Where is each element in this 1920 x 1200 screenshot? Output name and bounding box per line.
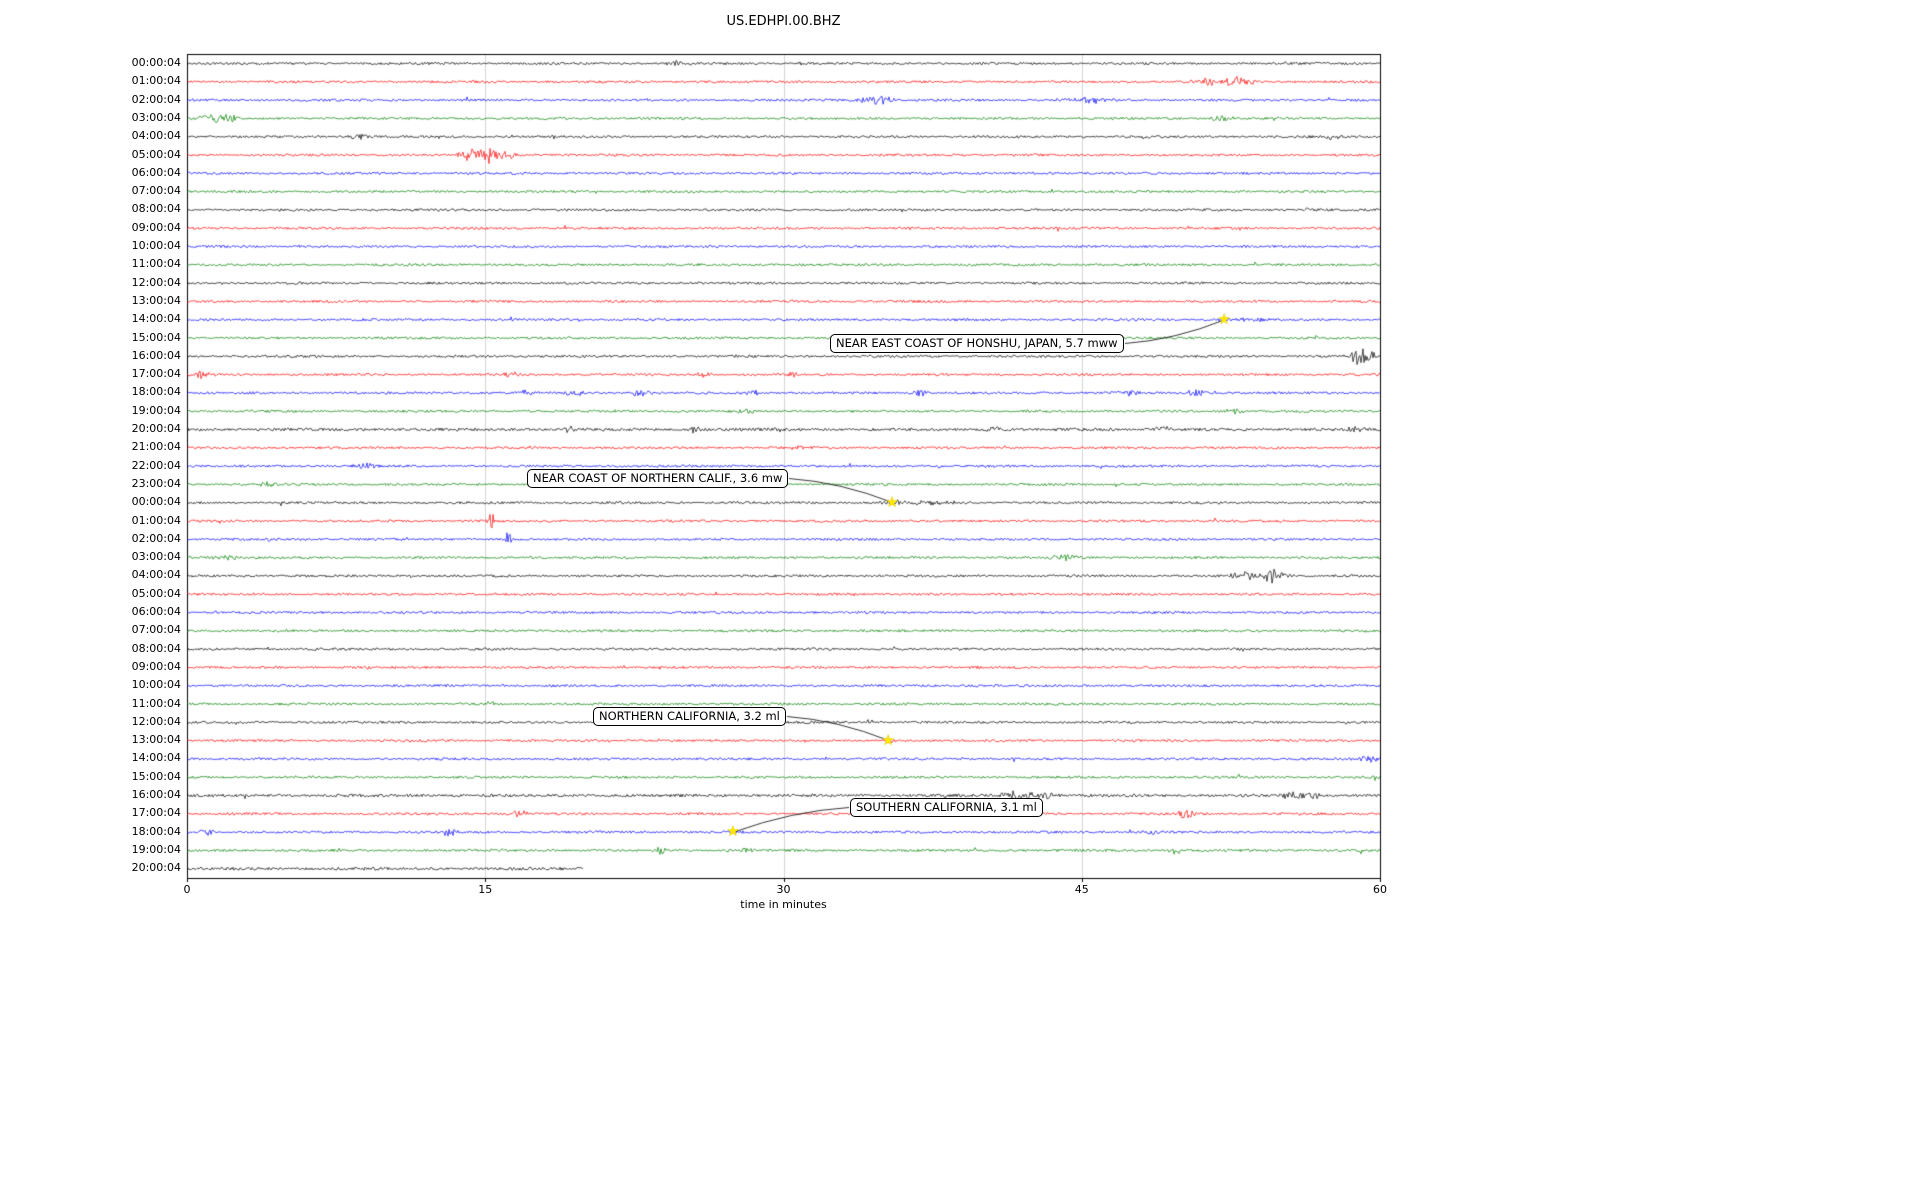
trace-time-label: 02:00:04 [131, 92, 181, 106]
trace-time-label: 07:00:04 [131, 623, 181, 637]
trace-time-label: 18:00:04 [131, 385, 181, 399]
trace-time-label: 13:00:04 [131, 293, 181, 307]
event-marker-icon: ★ [1217, 309, 1231, 328]
trace-time-label: 19:00:04 [131, 842, 181, 856]
event-annotation: NEAR EAST COAST OF HONSHU, JAPAN, 5.7 mw… [830, 334, 1124, 354]
event-annotation: NORTHERN CALIFORNIA, 3.2 ml [593, 707, 786, 727]
event-marker-icon: ★ [726, 822, 740, 841]
trace-time-label: 17:00:04 [131, 806, 181, 820]
trace-time-label: 17:00:04 [131, 367, 181, 381]
trace-time-label: 06:00:04 [131, 605, 181, 618]
trace-time-label: 09:00:04 [131, 659, 181, 673]
trace-time-label: 00:00:04 [131, 495, 181, 509]
x-tick-label: 30 [776, 883, 791, 896]
x-tick-label: 45 [1074, 883, 1089, 896]
event-marker-icon: ★ [881, 730, 895, 749]
trace-time-label: 11:00:04 [131, 696, 181, 710]
trace-time-label: 03:00:04 [131, 110, 181, 124]
trace-time-label: 14:00:04 [131, 751, 181, 765]
trace-time-label: 16:00:04 [131, 788, 181, 801]
trace-time-label: 14:00:04 [131, 312, 181, 326]
trace-time-label: 21:00:04 [131, 440, 181, 454]
trace-time-label: 08:00:04 [131, 641, 181, 655]
x-tick-label: 60 [1373, 883, 1387, 896]
trace-time-label: 09:00:04 [131, 220, 181, 234]
trace-time-label: 04:00:04 [131, 568, 181, 582]
event-annotation: SOUTHERN CALIFORNIA, 3.1 ml [850, 798, 1043, 818]
event-annotation: NEAR COAST OF NORTHERN CALIF., 3.6 mw [527, 469, 789, 489]
trace-time-label: 18:00:04 [131, 824, 181, 838]
trace-time-label: 06:00:04 [131, 165, 181, 179]
plot-title: US.EDHPI.00.BHZ [726, 14, 841, 29]
trace-time-label: 15:00:04 [131, 330, 181, 344]
event-marker-icon: ★ [885, 492, 899, 511]
trace-time-label: 20:00:04 [131, 861, 181, 875]
trace-time-label: 10:00:04 [131, 678, 181, 692]
trace-time-label: 11:00:04 [131, 257, 181, 271]
trace-time-label: 15:00:04 [131, 769, 181, 783]
trace-time-label: 22:00:04 [131, 458, 181, 472]
trace-time-label: 01:00:04 [131, 74, 181, 88]
x-tick-label: 0 [183, 883, 191, 896]
trace-time-label: 04:00:04 [131, 129, 181, 143]
trace-time-label: 03:00:04 [131, 550, 181, 564]
trace-time-label: 16:00:04 [131, 348, 181, 362]
trace-time-label: 02:00:04 [131, 531, 181, 545]
trace-time-label: 19:00:04 [131, 403, 181, 417]
trace-time-label: 00:00:04 [131, 56, 181, 69]
trace-time-label: 10:00:04 [131, 239, 181, 252]
trace-time-label: 12:00:04 [131, 714, 181, 728]
trace-time-label: 12:00:04 [131, 275, 181, 289]
trace-time-label: 05:00:04 [131, 147, 181, 161]
trace-time-label: 07:00:04 [131, 184, 181, 198]
trace-time-label: 05:00:04 [131, 586, 181, 600]
trace-time-label: 01:00:04 [131, 513, 181, 527]
trace-time-label: 13:00:04 [131, 733, 181, 747]
x-tick-label: 15 [478, 883, 493, 896]
trace-time-label: 20:00:04 [131, 422, 181, 435]
x-axis-title: time in minutes [740, 898, 827, 911]
trace-time-label: 08:00:04 [131, 202, 181, 216]
trace-time-label: 23:00:04 [131, 476, 181, 490]
